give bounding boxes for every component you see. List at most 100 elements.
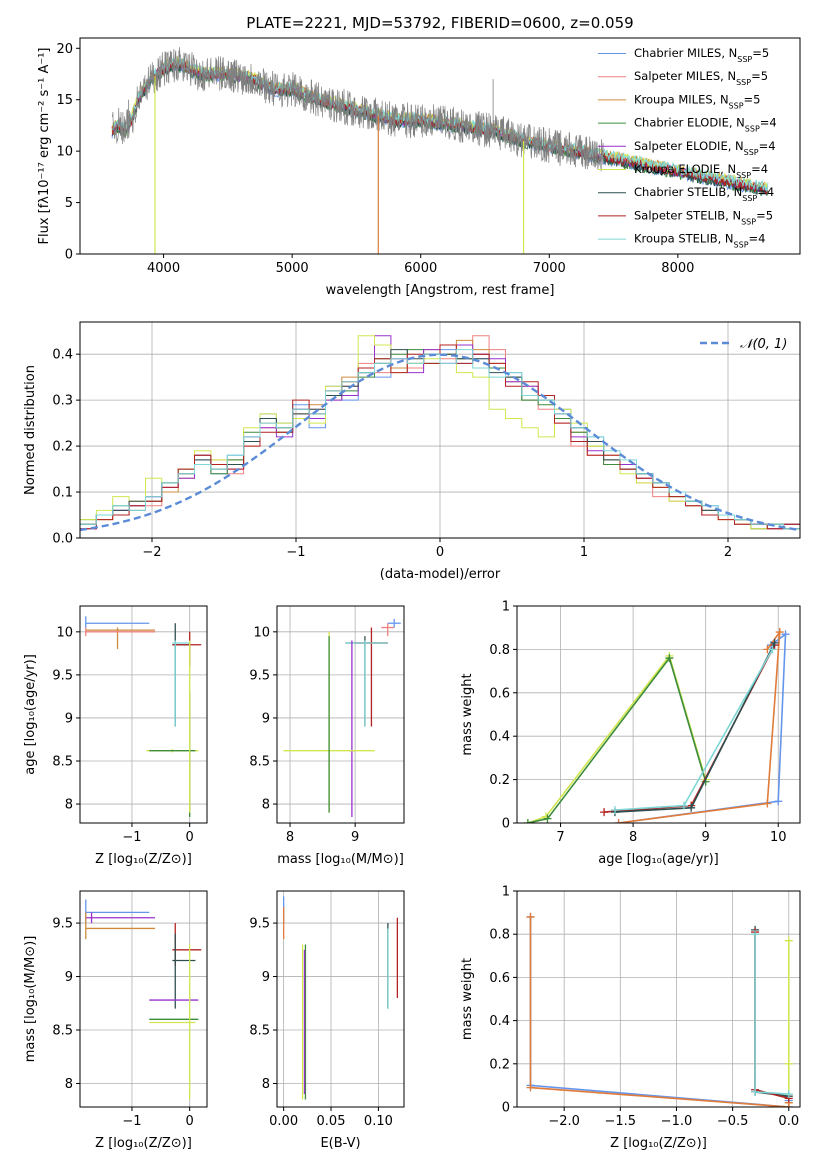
- legend-entry: Kroupa ELODIE, NSSP=4: [634, 162, 768, 180]
- y-tick-label: 8: [65, 1077, 73, 1092]
- axes-frame: [79, 321, 801, 539]
- x-axis-label: mass [log₁₀(M/M⊙)]: [277, 852, 404, 867]
- mass_vs_Z-panel: −1 0 8 8.5 9 9.5 Z [log₁₀(Z/Z⊙)] mass [log₁₀(M/…: [23, 890, 208, 1151]
- x-tick-label: −2: [142, 545, 161, 560]
- axes-frame: [516, 605, 801, 824]
- y-tick-label: 8: [262, 1077, 270, 1092]
- y-tick-label: 1: [502, 600, 510, 615]
- x-axis-label: Z [log₁₀(Z/Z⊙)]: [95, 1136, 192, 1151]
- residual-histogram: [80, 349, 800, 530]
- y-axis-label: Normed distribution: [23, 365, 38, 495]
- y-tick-label: 15: [56, 93, 73, 108]
- x-tick-label: 7: [556, 830, 564, 845]
- y-tick-label: 8: [65, 798, 73, 813]
- y-tick-label: 0.4: [52, 348, 73, 363]
- weight-line: [618, 629, 781, 823]
- axes-frame: [79, 890, 208, 1108]
- y-tick-label: 9.5: [52, 917, 73, 932]
- weight-point: [784, 936, 793, 945]
- legend-entry: Kroupa MILES, NSSP=5: [634, 92, 760, 110]
- observed-spectrum-line: [111, 47, 604, 172]
- weight-point: [751, 930, 760, 939]
- spectrum-plot-area: [111, 47, 769, 254]
- legend-entry: Chabrier ELODIE, NSSP=4: [634, 116, 777, 134]
- mass_vs_ebv-panel: 0.00 0.05 0.10 8 8.5 9 9.5 E(B-V): [249, 890, 405, 1151]
- y-tick-label: 0.8: [489, 643, 510, 658]
- x-axis-label: E(B-V): [320, 1136, 360, 1151]
- x-axis-label: age [log₁₀(age/yr)]: [598, 852, 719, 867]
- legend-entry: Salpeter ELODIE, NSSP=4: [634, 139, 776, 157]
- axes-frame: [276, 890, 405, 1108]
- weight-point: [751, 1087, 760, 1096]
- y-tick-label: 0.0: [52, 532, 73, 547]
- y-tick-label: 20: [56, 42, 73, 57]
- x-axis-label: Z [log₁₀(Z/Z⊙)]: [610, 1136, 707, 1151]
- y-tick-label: 0.1: [52, 486, 73, 501]
- y-tick-label: 10: [56, 145, 73, 160]
- x-axis-label: Z [log₁₀(Z/Z⊙)]: [95, 852, 192, 867]
- age_vs_Z-plot-area: [85, 616, 202, 817]
- x-axis-label: wavelength [Angstrom, rest frame]: [326, 283, 555, 298]
- weight-point: [770, 638, 779, 647]
- age_vs_Z-panel: −1 0 8 8.5 9 9.5 10 Z [log₁₀(Z/Z⊙)] age [log₁₀(a…: [23, 605, 208, 867]
- axes-frame: [79, 605, 208, 824]
- x-tick-label: 0.10: [364, 1114, 393, 1129]
- x-tick-label: −0.5: [717, 1114, 749, 1129]
- mass_vs_ebv-plot-area: [282, 896, 399, 1100]
- mass_weight_vs_age-plot-area: [523, 628, 790, 823]
- weight-point: [523, 819, 532, 823]
- weight-point: [614, 819, 623, 823]
- weight-point: [763, 799, 772, 808]
- y-tick-label: 9: [262, 711, 270, 726]
- weight-line: [754, 932, 789, 1100]
- weight-line: [529, 916, 790, 1107]
- x-tick-label: −1.5: [605, 1114, 637, 1129]
- x-tick-label: −1: [286, 545, 305, 560]
- y-tick-label: 10: [253, 625, 270, 640]
- y-tick-label: 9: [262, 970, 270, 985]
- y-tick-label: 0.2: [52, 440, 73, 455]
- weight-point: [526, 1083, 535, 1092]
- y-tick-label: 0: [65, 248, 73, 263]
- x-tick-label: 9: [351, 830, 359, 845]
- x-tick-label: 8: [629, 830, 637, 845]
- weight-point: [768, 645, 777, 654]
- spectrum-legend: Chabrier MILES, NSSP=5 Salpeter MILES, NS…: [598, 46, 777, 249]
- weight-line: [614, 649, 774, 811]
- weight-line: [527, 654, 707, 823]
- y-tick-label: 5: [65, 196, 73, 211]
- x-tick-label: 0: [186, 830, 194, 845]
- mass_vs_Z-plot-area: [85, 899, 202, 1100]
- y-tick-label: 0.6: [489, 686, 510, 701]
- weight-point: [665, 654, 674, 663]
- y-tick-label: 9: [65, 711, 73, 726]
- y-tick-label: 0.6: [489, 971, 510, 986]
- x-tick-label: 9: [702, 830, 710, 845]
- mass_weight_vs_Z-panel: −2.0 −1.5 −1.0 −0.5 0.0 0 0.2 0.4 0.6 0.8 1 Z [log₁…: [460, 885, 801, 1151]
- y-tick-label: 8.5: [249, 1024, 270, 1039]
- age_vs_mass-panel: 8 9 8 8.5 9 9.5 10 mass [log₁₀(M/M⊙)]: [249, 605, 405, 867]
- spectrum-panel: 4000 5000 6000 7000 8000 0 5 10 15 20 wavelength […: [37, 37, 801, 298]
- y-tick-label: 0.4: [489, 730, 510, 745]
- legend-entry: Chabrier STELIB, NSSP=4: [634, 185, 774, 203]
- y-axis-label: age [log₁₀(age/yr)]: [23, 654, 38, 775]
- y-tick-label: 9: [65, 970, 73, 985]
- y-tick-label: 0: [502, 817, 510, 832]
- x-tick-label: 0.05: [317, 1114, 346, 1129]
- weight-line: [618, 632, 787, 823]
- weight-line: [754, 934, 789, 1095]
- figure-title: PLATE=2221, MJD=53792, FIBERID=0600, z=0…: [246, 14, 633, 32]
- mass_weight_vs_Z-plot-area: [526, 912, 793, 1107]
- x-tick-label: 8000: [661, 261, 694, 276]
- weight-line: [529, 916, 790, 1107]
- y-tick-label: 0: [502, 1101, 510, 1116]
- y-axis-label: mass weight: [460, 958, 475, 1040]
- weight-point: [610, 805, 619, 814]
- legend-entry: Kroupa STELIB, NSSP=4: [634, 232, 765, 250]
- y-axis-label: mass weight: [460, 673, 475, 755]
- weight-point: [784, 1059, 793, 1068]
- weight-point: [526, 912, 535, 921]
- y-tick-label: 1: [502, 885, 510, 900]
